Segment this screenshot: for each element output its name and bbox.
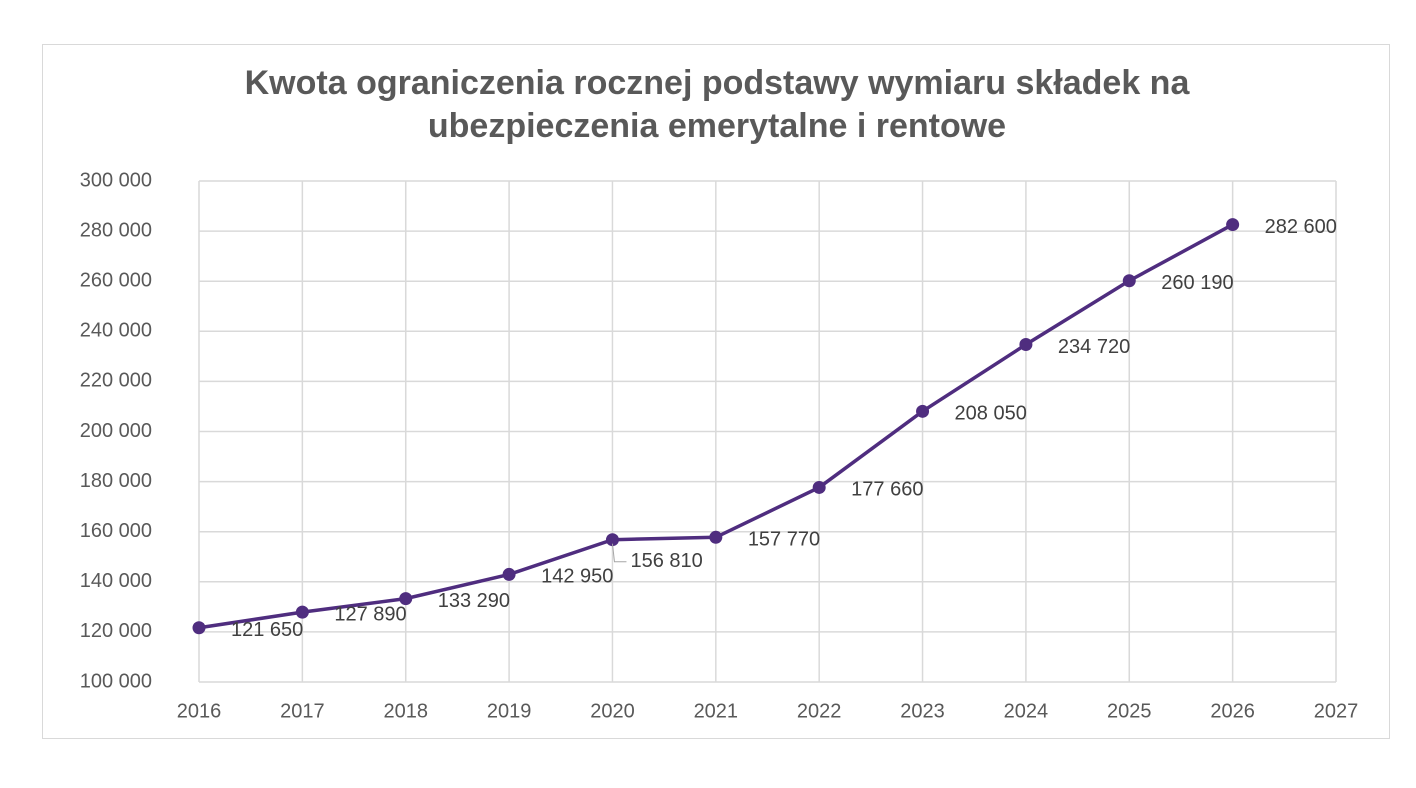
y-tick-label: 300 000: [80, 169, 152, 191]
y-tick-label: 280 000: [80, 219, 152, 241]
data-point: [1122, 274, 1136, 288]
data-point: [916, 404, 930, 418]
data-point: [1019, 338, 1033, 352]
leader-line: [611, 543, 627, 563]
x-tick-label: 2021: [694, 700, 739, 722]
y-tick-label: 260 000: [80, 269, 152, 291]
data-label: 282 600: [1265, 216, 1337, 238]
data-point: [295, 605, 309, 619]
x-tick-label: 2027: [1314, 700, 1359, 722]
data-point: [709, 530, 723, 544]
data-label: 133 290: [438, 590, 510, 612]
data-point: [1226, 218, 1240, 232]
y-tick-label: 240 000: [80, 320, 152, 342]
chart-title: Kwota ograniczenia rocznej podstawy wymi…: [244, 64, 1190, 145]
y-tick-label: 120 000: [80, 620, 152, 642]
data-point: [192, 621, 206, 635]
data-point: [812, 480, 826, 494]
data-label: 157 770: [748, 529, 820, 551]
y-tick-label: 180 000: [80, 470, 152, 492]
data-point: [502, 567, 516, 581]
data-label: 142 950: [541, 566, 613, 588]
data-point: [399, 592, 413, 606]
x-tick-label: 2025: [1107, 700, 1152, 722]
x-tick-label: 2020: [590, 700, 635, 722]
x-tick-label: 2018: [383, 700, 428, 722]
data-label: 208 050: [955, 403, 1027, 425]
y-tick-label: 100 000: [80, 670, 152, 692]
x-tick-label: 2022: [797, 700, 842, 722]
data-label: 234 720: [1058, 336, 1130, 358]
x-tick-label: 2017: [280, 700, 325, 722]
y-tick-label: 160 000: [80, 520, 152, 542]
data-label: 177 660: [851, 479, 923, 501]
chart-frame: [42, 44, 1390, 739]
x-tick-label: 2019: [487, 700, 532, 722]
data-label: 260 190: [1161, 272, 1233, 294]
data-label: 156 810: [630, 550, 702, 572]
x-tick-label: 2024: [1004, 700, 1049, 722]
data-label: 127 890: [334, 603, 406, 625]
data-point: [605, 533, 619, 547]
x-tick-label: 2016: [177, 700, 222, 722]
y-tick-label: 140 000: [80, 570, 152, 592]
x-tick-label: 2026: [1210, 700, 1255, 722]
x-tick-label: 2023: [900, 700, 945, 722]
data-label: 121 650: [231, 619, 303, 641]
y-tick-label: 220 000: [80, 370, 152, 392]
y-tick-label: 200 000: [80, 420, 152, 442]
